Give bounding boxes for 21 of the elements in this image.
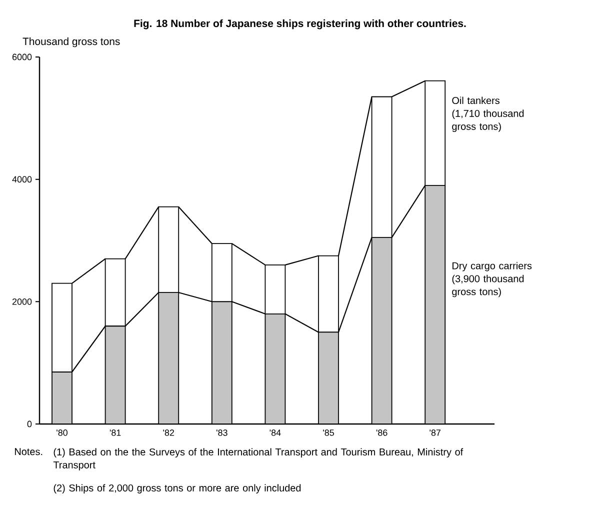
y-tick-label: 6000	[12, 54, 32, 60]
x-tick-label: '82	[163, 430, 174, 436]
y-tick-label: 2000	[12, 298, 32, 305]
x-tick-label: '84	[270, 430, 281, 436]
text: Notes.	[15, 448, 42, 456]
series-label: Dry cargo carriers	[452, 262, 532, 272]
text: (2) Ships of 2,000 gross tons or more are only included	[54, 484, 301, 494]
x-tick-label: '85	[323, 430, 334, 436]
annotation: (3,900 thousand gross tons)	[452, 274, 524, 298]
x-tick-label: '87	[430, 430, 440, 436]
y-tick-label: 0	[27, 420, 32, 428]
y-axis-title: Thousand gross tons	[22, 37, 120, 48]
series-label: Oil tankers	[452, 96, 500, 104]
annotation: (1,710 thousand gross tons)	[452, 110, 524, 132]
chart-title: Fig. 18 Number of Japanese ships registering with other countries.	[134, 19, 466, 30]
y-tick-label: 4000	[12, 176, 32, 182]
x-tick-label: '86	[376, 430, 388, 436]
text: (1) Based on the the Surveys of the International Transport and Tourism Bureau, Ministry of Transport	[53, 448, 464, 470]
x-tick-label: '80	[56, 430, 68, 436]
x-tick-label: '83	[216, 430, 228, 436]
x-tick-label: '81	[110, 430, 121, 436]
